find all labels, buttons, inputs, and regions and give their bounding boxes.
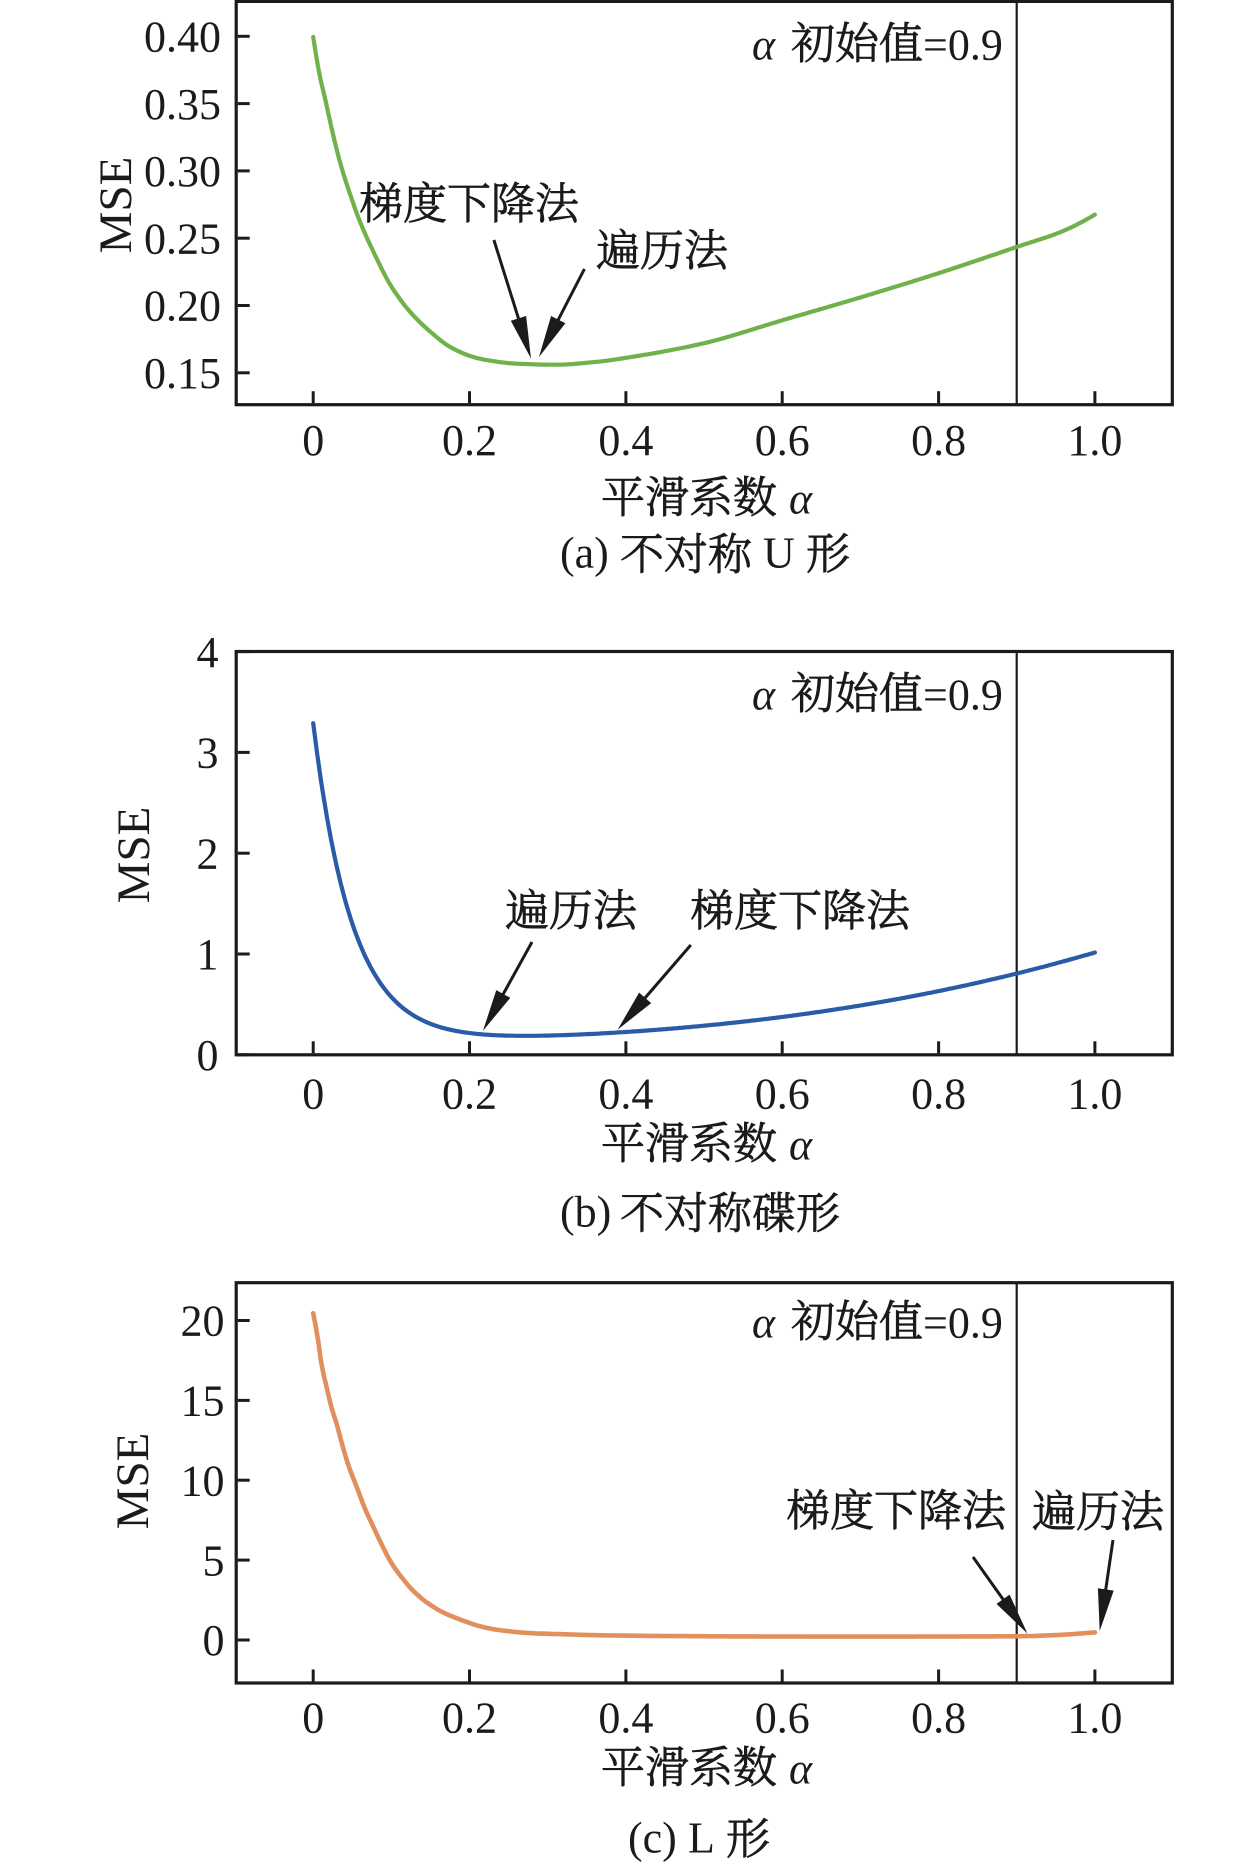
svg-text:0.6: 0.6 — [755, 416, 810, 465]
svg-text:0.4: 0.4 — [598, 1694, 653, 1743]
svg-text:(c): (c) — [628, 1814, 677, 1863]
svg-text:3: 3 — [197, 729, 219, 778]
svg-text:0: 0 — [302, 1694, 324, 1743]
svg-text:α: α — [789, 475, 813, 524]
svg-text:0.8: 0.8 — [911, 1694, 966, 1743]
svg-text:α: α — [789, 1745, 813, 1794]
svg-text:(b): (b) — [560, 1188, 611, 1237]
svg-text:0.30: 0.30 — [144, 147, 221, 196]
svg-text:MSE: MSE — [90, 157, 142, 254]
svg-text:0.25: 0.25 — [144, 214, 221, 263]
svg-text:α: α — [752, 671, 776, 720]
svg-text:0.4: 0.4 — [598, 1070, 653, 1119]
svg-text:0.4: 0.4 — [598, 416, 653, 465]
svg-text:α: α — [752, 21, 776, 70]
svg-text:1.0: 1.0 — [1067, 1694, 1122, 1743]
svg-text:0.2: 0.2 — [442, 1694, 497, 1743]
svg-text:1.0: 1.0 — [1067, 1070, 1122, 1119]
svg-text:15: 15 — [181, 1377, 225, 1426]
svg-text:2: 2 — [197, 829, 219, 878]
svg-text:1.0: 1.0 — [1067, 416, 1122, 465]
svg-text:10: 10 — [181, 1457, 225, 1506]
svg-text:0.8: 0.8 — [911, 416, 966, 465]
svg-text:MSE: MSE — [108, 807, 160, 904]
svg-text:=0.9: =0.9 — [923, 1299, 1003, 1348]
svg-text:0.6: 0.6 — [755, 1070, 810, 1119]
svg-text:4: 4 — [197, 628, 219, 677]
svg-text:0: 0 — [302, 416, 324, 465]
svg-text:MSE: MSE — [107, 1433, 159, 1530]
svg-text:0: 0 — [302, 1070, 324, 1119]
svg-text:0.2: 0.2 — [442, 1070, 497, 1119]
svg-text:0.6: 0.6 — [755, 1694, 810, 1743]
svg-text:5: 5 — [203, 1536, 225, 1585]
svg-text:0.8: 0.8 — [911, 1070, 966, 1119]
svg-text:0.2: 0.2 — [442, 416, 497, 465]
svg-text:20: 20 — [181, 1297, 225, 1346]
svg-text:0: 0 — [203, 1616, 225, 1665]
svg-text:(a): (a) — [560, 529, 609, 578]
svg-text:0.15: 0.15 — [144, 349, 221, 398]
svg-text:U: U — [763, 529, 795, 578]
svg-text:0.40: 0.40 — [144, 13, 221, 62]
svg-text:α: α — [752, 1299, 776, 1348]
svg-text:1: 1 — [197, 930, 219, 979]
svg-text:L: L — [688, 1814, 715, 1863]
svg-text:0.20: 0.20 — [144, 282, 221, 331]
svg-text:0: 0 — [197, 1031, 219, 1080]
svg-text:α: α — [789, 1121, 813, 1170]
svg-text:=0.9: =0.9 — [923, 671, 1003, 720]
svg-text:=0.9: =0.9 — [923, 21, 1003, 70]
svg-text:0.35: 0.35 — [144, 80, 221, 129]
